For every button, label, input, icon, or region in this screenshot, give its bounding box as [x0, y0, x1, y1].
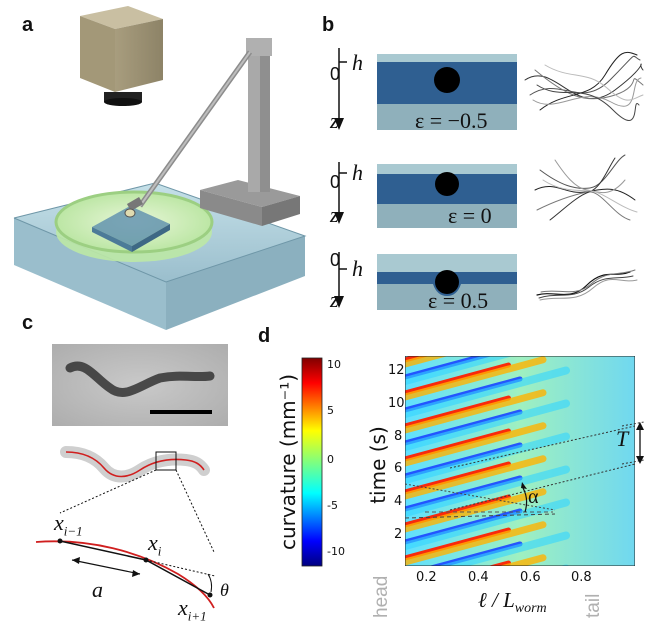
label-a: a — [92, 577, 103, 602]
epsilon-label-3: ε = 0.5 — [428, 288, 489, 313]
panel-letter-b: b — [322, 14, 335, 36]
heatmap-stripe — [405, 428, 511, 462]
panel-letter-c: c — [22, 312, 34, 334]
y-tick-2: 2 — [394, 527, 403, 542]
label-x-i-plus-1: xi+1 — [178, 595, 207, 624]
label-theta: θ — [220, 580, 229, 600]
colorbar-tick-10: 10 — [327, 358, 341, 371]
h-label-1: h — [352, 50, 363, 75]
z-label-2: z — [330, 202, 339, 227]
epsilon-label-2: ε = 0 — [448, 203, 492, 228]
heatmap-stripe — [405, 422, 547, 467]
heatmap-stripe — [405, 399, 570, 451]
h-label-3: h — [352, 256, 363, 281]
row-2 — [334, 162, 517, 228]
heatmap-stripe — [405, 389, 547, 434]
y-tick-12: 12 — [388, 363, 405, 378]
heatmap-stripe — [405, 488, 547, 533]
period-label-T: T — [616, 426, 629, 451]
x-tick-0.2: 0.2 — [416, 570, 437, 585]
zoom-box — [155, 451, 177, 471]
period-bracket — [621, 421, 645, 465]
trajectory-2 — [534, 154, 638, 221]
x-tick-0.4: 0.4 — [468, 570, 489, 585]
x-tick-0.6: 0.6 — [520, 570, 541, 585]
scale-bar — [150, 410, 212, 414]
label-x-i-minus-1: xi−1 — [54, 510, 83, 539]
heatmap-stripe — [405, 498, 570, 550]
z-label-1: z — [330, 108, 339, 133]
y-tick-10: 10 — [388, 396, 405, 411]
tail-label: tail — [583, 593, 604, 618]
heatmap-stripe — [405, 521, 547, 566]
colorbar-tick-m10: -10 — [327, 545, 345, 558]
heatmap-stripe — [405, 465, 570, 517]
alpha-label: α — [528, 486, 539, 508]
heatmap-stripe — [405, 362, 511, 396]
curvature-heatmap — [405, 356, 635, 566]
trajectory-3 — [536, 269, 638, 301]
z-label-3: z — [330, 287, 339, 312]
x-axis-title: ℓ / Lworm — [478, 588, 547, 617]
heatmap-stripe — [405, 455, 547, 500]
camera-icon — [80, 6, 163, 106]
colorbar — [301, 357, 323, 567]
trajectory-1 — [524, 52, 644, 121]
colorbar-title: curvature (mm⁻¹) — [276, 373, 300, 551]
depth-zero-1: 0 — [330, 64, 341, 84]
stand — [124, 38, 300, 226]
heatmap-stripe — [405, 356, 513, 385]
h-label-2: h — [352, 160, 363, 185]
heatmap-stripe — [405, 527, 511, 561]
panel-b-diagram — [334, 48, 644, 310]
head-label: head — [371, 575, 392, 618]
heatmap-stripe — [405, 494, 511, 528]
epsilon-label-1: ε = −0.5 — [415, 108, 488, 133]
y-tick-6: 6 — [394, 461, 403, 476]
y-axis-title: time (s) — [366, 426, 390, 504]
label-x-i: xi — [148, 530, 162, 559]
worm-body — [65, 361, 215, 397]
row-3 — [334, 252, 517, 310]
y-tick-8: 8 — [394, 429, 403, 444]
heatmap-stripe — [405, 366, 570, 418]
heatmap-stripe — [405, 356, 547, 401]
row-1 — [334, 48, 517, 130]
heatmap-stripe — [405, 395, 511, 429]
apparatus-illustration — [13, 6, 307, 330]
depth-zero-2: 0 — [330, 172, 341, 192]
x-tick-0.8: 0.8 — [571, 570, 592, 585]
colorbar-tick-5: 5 — [327, 404, 334, 417]
depth-zero-3: 0 — [330, 250, 341, 270]
panel-letter-a: a — [22, 14, 34, 36]
y-tick-4: 4 — [394, 494, 403, 509]
heatmap-stripe — [405, 432, 570, 484]
panel-c-diagram — [35, 344, 228, 609]
panel-letter-d: d — [258, 325, 271, 347]
heatmap-stripe — [405, 356, 449, 368]
petri-dish — [54, 190, 214, 262]
heatmap-stripe — [498, 554, 547, 566]
colorbar-tick-m5: -5 — [327, 499, 338, 512]
colorbar-tick-0: 0 — [327, 453, 334, 466]
heatmap-stripe — [437, 531, 570, 566]
